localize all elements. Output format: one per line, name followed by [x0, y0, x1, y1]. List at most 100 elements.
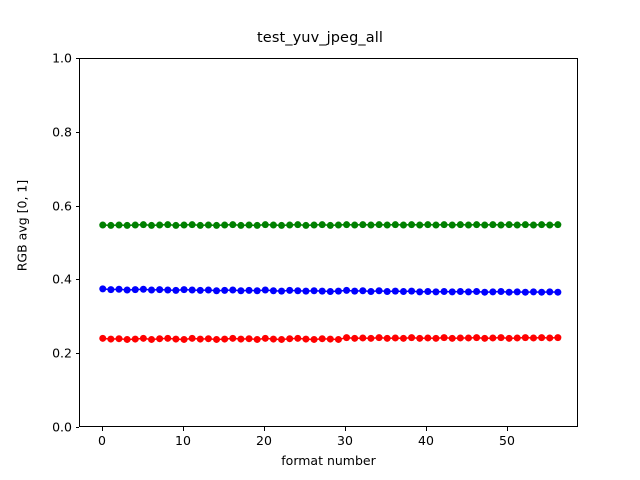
data-point [245, 286, 253, 294]
data-point [408, 221, 416, 229]
data-point [156, 221, 164, 229]
data-point [107, 286, 115, 294]
data-point [229, 221, 237, 229]
data-point [375, 221, 383, 229]
data-point [513, 334, 521, 342]
data-point [221, 286, 229, 294]
data-point [448, 288, 456, 296]
data-point [302, 335, 310, 343]
y-tick-mark [75, 427, 80, 429]
data-point [278, 335, 286, 343]
data-point [399, 287, 407, 295]
data-point [213, 221, 221, 229]
data-point [164, 286, 172, 294]
x-tick-label: 40 [418, 433, 434, 448]
data-point [456, 221, 464, 229]
data-point [375, 334, 383, 342]
y-axis-label: RGB avg [0, 1] [14, 179, 30, 272]
data-series-b [99, 285, 562, 296]
data-point [253, 221, 261, 229]
data-point [139, 285, 147, 293]
data-point [538, 221, 546, 229]
data-point [123, 286, 131, 294]
data-point [383, 287, 391, 295]
data-point [546, 334, 554, 342]
y-tick-mark [75, 205, 80, 207]
data-point [440, 221, 448, 229]
series-canvas [99, 221, 562, 343]
data-point [464, 221, 472, 229]
data-point [456, 287, 464, 295]
plot-area [79, 58, 578, 427]
data-point [131, 286, 139, 294]
data-point [294, 334, 302, 342]
data-point [448, 334, 456, 342]
data-point [139, 334, 147, 342]
data-point [432, 221, 440, 229]
data-point [278, 287, 286, 295]
data-point [164, 334, 172, 342]
data-point [278, 221, 286, 229]
data-point [391, 287, 399, 295]
data-point [221, 221, 229, 229]
data-point [188, 286, 196, 294]
data-point [253, 335, 261, 343]
data-point [513, 221, 521, 229]
data-point [424, 221, 432, 229]
x-tick-mark [183, 427, 185, 431]
x-tick-label: 10 [175, 433, 191, 448]
data-point [123, 221, 131, 229]
y-tick-label: 0.4 [52, 271, 72, 287]
data-point [367, 287, 375, 295]
data-point [391, 221, 399, 229]
data-point [180, 221, 188, 229]
x-tick-mark [345, 427, 347, 431]
data-point [489, 334, 497, 342]
data-point [546, 221, 554, 229]
data-point [237, 335, 245, 343]
data-point [99, 285, 107, 293]
chart-title: test_yuv_jpeg_all [257, 30, 383, 46]
data-point [172, 335, 180, 343]
data-point [196, 335, 204, 343]
data-point [107, 221, 115, 229]
data-point [261, 286, 269, 294]
data-point [351, 287, 359, 295]
data-point [334, 221, 342, 229]
data-series-g [99, 221, 562, 229]
data-point [375, 287, 383, 295]
data-point [440, 287, 448, 295]
y-tick-mark [75, 353, 80, 355]
data-point [383, 221, 391, 229]
data-point [310, 335, 318, 343]
data-point [294, 221, 302, 229]
data-point [115, 335, 123, 343]
data-point [464, 334, 472, 342]
data-point [213, 335, 221, 343]
data-point [456, 334, 464, 342]
data-point [204, 221, 212, 229]
data-point [497, 221, 505, 229]
data-point [464, 288, 472, 296]
data-point [115, 221, 123, 229]
data-point [497, 334, 505, 342]
data-point [156, 335, 164, 343]
data-point [302, 287, 310, 295]
data-point [302, 221, 310, 229]
data-point [343, 334, 351, 342]
data-point [367, 221, 375, 229]
y-tick-label: 0.6 [52, 198, 72, 214]
data-point [351, 334, 359, 342]
data-point [351, 221, 359, 229]
data-point [489, 288, 497, 296]
data-point [505, 334, 513, 342]
data-point [204, 286, 212, 294]
data-point [180, 335, 188, 343]
data-point [229, 286, 237, 294]
data-point [473, 334, 481, 342]
data-point [269, 287, 277, 295]
data-point [529, 288, 537, 296]
data-point [131, 335, 139, 343]
data-point [172, 286, 180, 294]
